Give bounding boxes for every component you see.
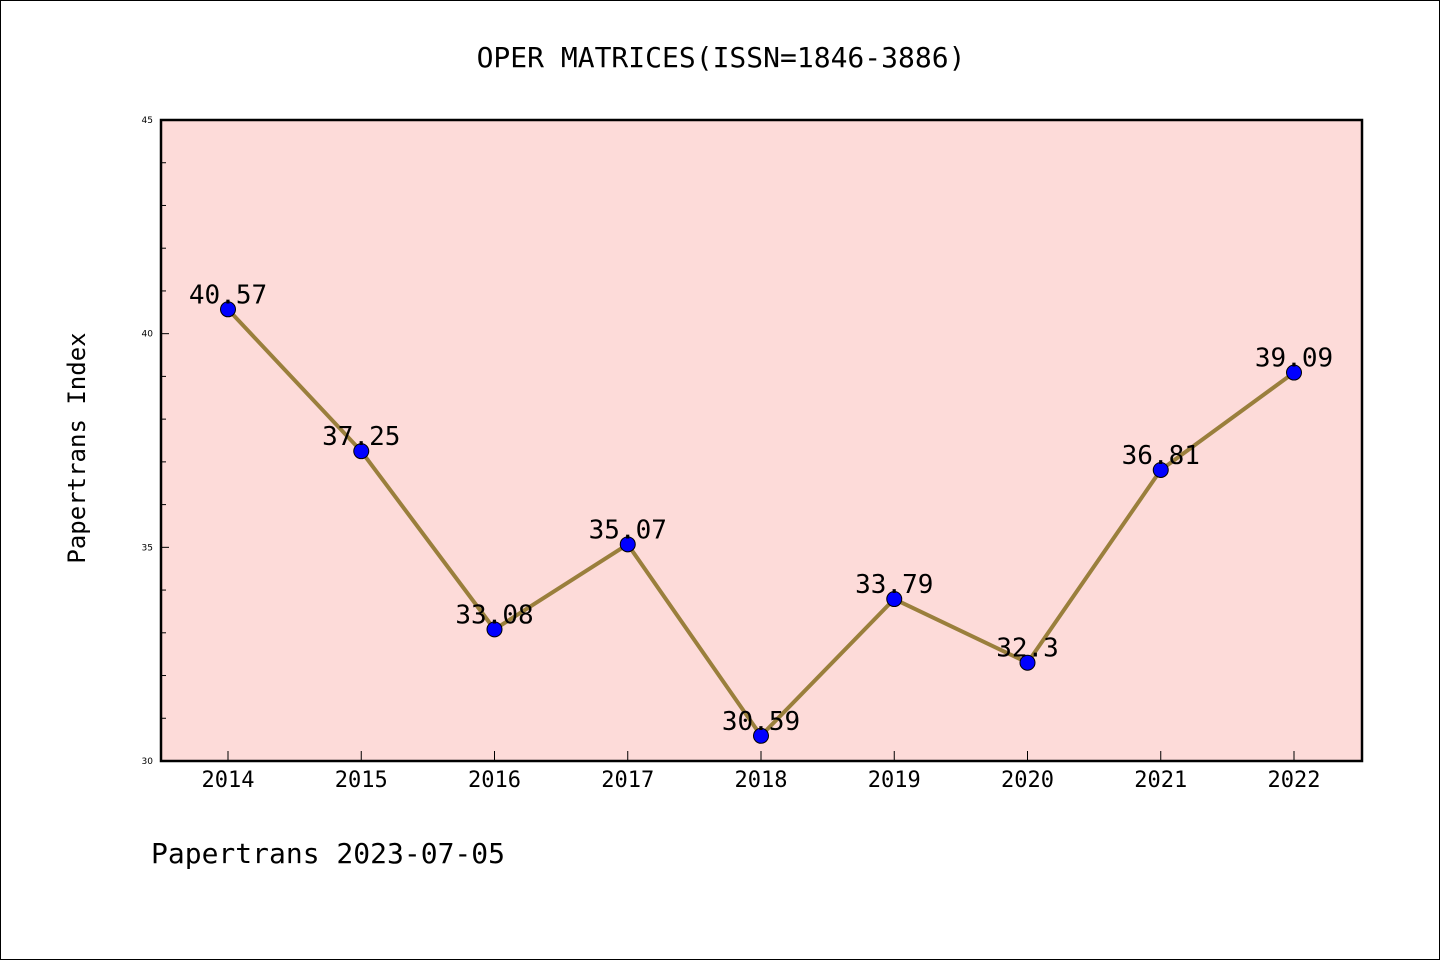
y-tick-label: 45 [142, 116, 153, 126]
data-label: 33.79 [855, 570, 933, 600]
x-tick-label: 2019 [868, 768, 921, 793]
data-label: 35.07 [589, 515, 667, 545]
data-point [753, 727, 769, 744]
y-axis-label: Papertrans Index [63, 332, 91, 563]
y-tick-label: 35 [142, 543, 153, 553]
chart-title: OPER MATRICES(ISSN=1846-3886) [477, 41, 966, 74]
data-point [886, 591, 903, 608]
data-point [220, 301, 236, 318]
data-point [1286, 364, 1302, 381]
x-tick-label: 2017 [601, 768, 654, 793]
x-tick-label: 2020 [1001, 768, 1054, 793]
data-point [619, 536, 636, 553]
x-tick-label: 2016 [468, 768, 521, 793]
markers-group [220, 301, 1302, 744]
x-tick-label: 2021 [1134, 768, 1187, 793]
plot-area [159, 118, 1364, 763]
data-point [1019, 654, 1036, 671]
data-point [486, 621, 503, 638]
data-label: 32.3 [996, 634, 1059, 664]
data-label: 37.25 [322, 422, 400, 452]
data-label: 33.08 [455, 600, 533, 630]
y-axis: 30 35 40 45 [142, 116, 169, 767]
data-point [353, 443, 370, 460]
data-point [1152, 461, 1169, 478]
data-label: 30.59 [722, 707, 800, 737]
x-tick-label: 2014 [202, 768, 255, 793]
y-tick-label: 40 [142, 330, 154, 340]
x-tick-label: 2018 [735, 768, 788, 793]
x-tick-label: 2022 [1268, 768, 1321, 793]
data-label: 39.09 [1255, 344, 1333, 374]
data-labels-group: 40.57 37.25 33.08 35.07 30.59 33.79 32.3 36.81 3… [189, 280, 1333, 736]
footer-text: Papertrans 2023-07-05 [151, 837, 506, 870]
y-tick-label: 30 [142, 757, 154, 767]
data-label: 40.57 [189, 280, 267, 310]
x-tick-label: 2015 [335, 768, 388, 793]
x-axis: 2014 2015 2016 2017 2018 2019 2020 2021 2022 [202, 751, 1321, 793]
data-label: 36.81 [1122, 441, 1200, 471]
